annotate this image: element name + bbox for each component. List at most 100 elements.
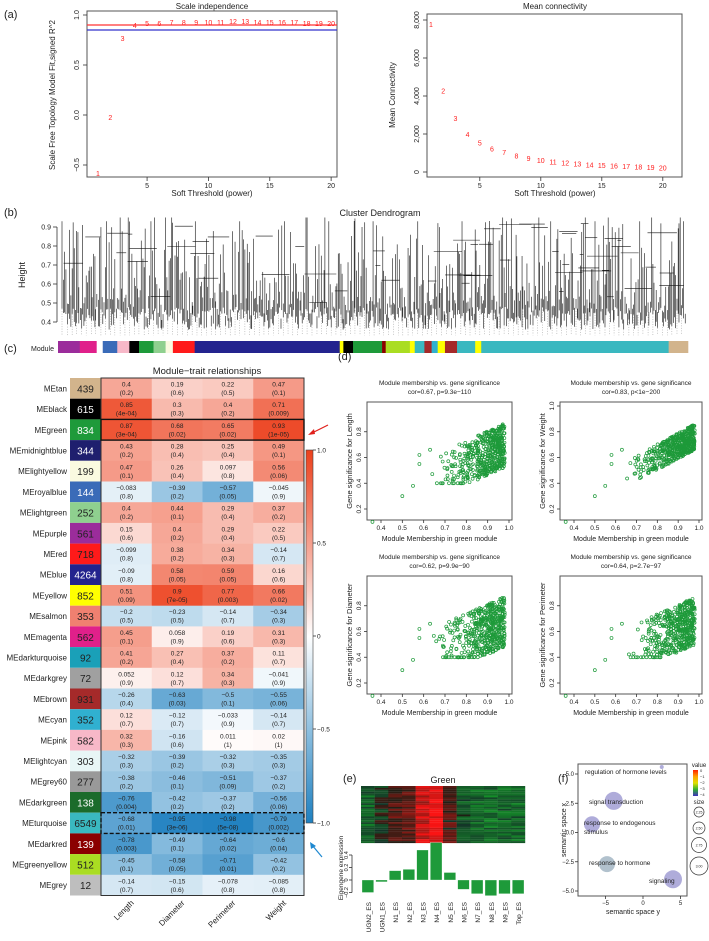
expression-heatmap-cell [497, 827, 512, 830]
heatmap-cell [202, 460, 254, 482]
y-tick-label: 5.0 [566, 772, 575, 778]
expression-heatmap-cell [415, 814, 430, 817]
expression-heatmap-cell [388, 795, 403, 798]
x-tick-label: 0.7 [632, 525, 641, 532]
expression-heatmap-cell [429, 841, 444, 844]
expression-heatmap-cell [497, 822, 512, 825]
expression-heatmap-cell [361, 799, 375, 802]
scatter-point [483, 447, 488, 451]
scatter-point [620, 447, 624, 452]
scatter-point [657, 648, 662, 653]
expression-heatmap-cell [470, 816, 485, 819]
module-gene-count: 931 [77, 695, 94, 706]
expression-heatmap-cell [470, 805, 485, 807]
heatmap-cell [202, 585, 254, 606]
expression-heatmap-cell [429, 831, 444, 834]
expression-heatmap-cell [470, 818, 485, 821]
correlation-value: −0.14 [270, 713, 287, 720]
expression-heatmap-cell [429, 795, 444, 798]
scatter-point [679, 615, 684, 620]
scatter-point [475, 462, 480, 466]
expression-heatmap-cell [374, 786, 389, 788]
module-color-cell [70, 647, 101, 668]
data-point-label: 20 [659, 165, 667, 172]
scatter-point [487, 430, 492, 435]
module-name: MEdarkred [28, 840, 67, 849]
correlation-value: −0.6 [272, 837, 285, 844]
scatter-point [680, 621, 685, 626]
p-value: (7e-05) [167, 597, 188, 604]
heatmap-cell [151, 419, 203, 441]
scatter-point [491, 649, 496, 654]
scatter-point [677, 438, 682, 442]
scatter-point [675, 618, 680, 623]
expression-heatmap-cell [415, 806, 430, 809]
p-value: (0.3) [272, 763, 285, 770]
expression-heatmap-cell [484, 824, 498, 826]
scatter-point [449, 469, 454, 474]
scatter-point [485, 628, 489, 633]
scatter-point [472, 655, 476, 660]
scatter-point [666, 453, 671, 458]
scatter-point [475, 623, 480, 627]
scatter-point [501, 641, 506, 645]
scatter-point [646, 470, 651, 475]
expression-heatmap-cell [402, 827, 416, 830]
scatter-point [445, 650, 450, 655]
heatmap-cell [101, 688, 153, 710]
heatmap-cell [151, 398, 203, 420]
expression-heatmap-cell [374, 789, 389, 792]
correlation-value: 0.31 [272, 630, 285, 637]
heatmap-cell [101, 667, 153, 689]
p-value: (0.002) [268, 825, 289, 832]
expression-heatmap-cell [361, 833, 375, 836]
scatter-point [652, 444, 656, 449]
correlation-value: −0.085 [269, 878, 289, 885]
expression-heatmap-cell [443, 795, 457, 798]
eigengene-bar [389, 870, 402, 881]
scatter-point [471, 647, 475, 652]
scatter-point [653, 458, 658, 463]
heatmap-cell [253, 833, 305, 855]
scatter-point [660, 643, 664, 647]
scatter-point [679, 625, 683, 630]
scatter-point [674, 449, 679, 454]
expression-heatmap-cell [361, 839, 375, 842]
panel-d: Module membership vs. gene significancec… [345, 380, 704, 717]
p-value: (0.3) [120, 763, 133, 770]
expression-heatmap-cell [361, 831, 375, 834]
expression-heatmap-cell [456, 803, 471, 806]
expression-heatmap-cell [443, 810, 457, 813]
scatter-point [500, 644, 505, 649]
expression-heatmap-cell [415, 820, 430, 823]
module-color-cell [70, 750, 101, 772]
correlation-value: 0.16 [272, 568, 285, 575]
expression-heatmap-cell [511, 827, 526, 830]
expression-heatmap-cell [429, 812, 444, 815]
expression-heatmap-cell [456, 814, 471, 817]
expression-heatmap-cell [361, 841, 375, 844]
module-color-cell [70, 378, 101, 399]
correlation-value: 0.052 [118, 671, 135, 678]
correlation-value: 0.34 [222, 547, 235, 554]
expression-heatmap-cell [443, 791, 457, 794]
x-tick-label: 0.6 [611, 699, 620, 706]
scatter-point [672, 650, 677, 655]
scatter-point [497, 460, 502, 464]
scatter-point [488, 436, 492, 441]
expression-heatmap-cell [484, 795, 498, 798]
expression-heatmap-cell [443, 808, 457, 811]
correlation-value: −0.078 [218, 878, 238, 885]
eigengene-bar [430, 842, 443, 881]
scatter-point [459, 655, 464, 660]
scatter-point [452, 628, 457, 633]
p-value: (0.06) [270, 473, 287, 480]
scatter-point [635, 627, 640, 632]
module-gene-count: 852 [77, 591, 94, 602]
p-value: (0.09) [219, 783, 236, 790]
expression-heatmap-cell [429, 820, 444, 823]
expression-heatmap-cell [402, 801, 416, 804]
expression-heatmap-cell [374, 795, 389, 798]
scatter-point [445, 467, 450, 472]
module-color-cell [70, 854, 101, 875]
